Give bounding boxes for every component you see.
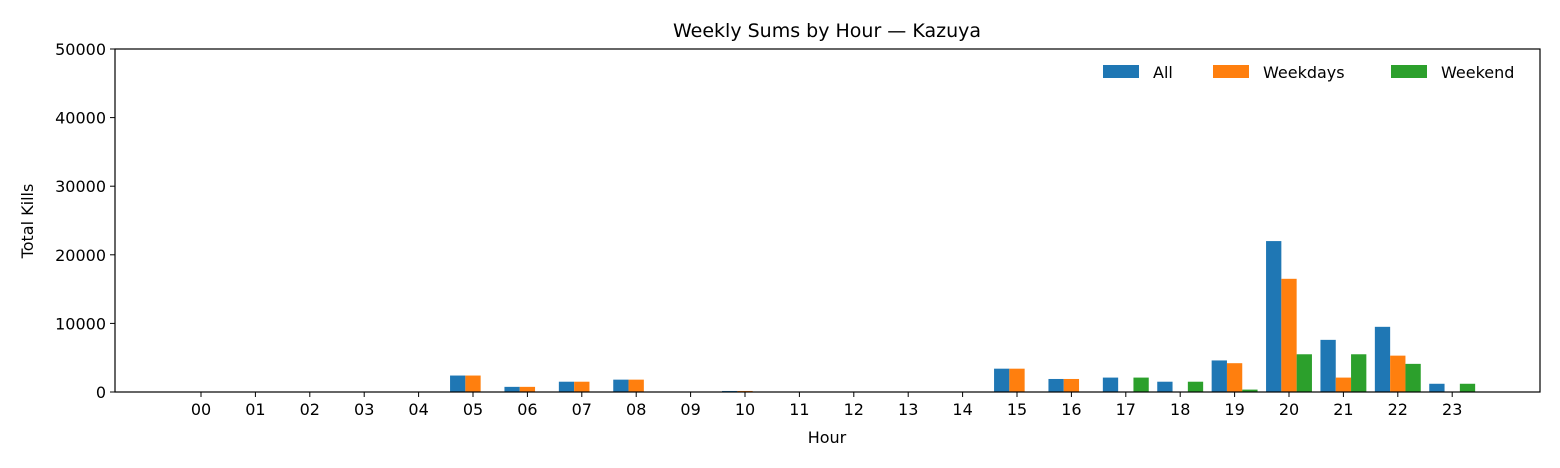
chart-title: Weekly Sums by Hour — Kazuya: [673, 20, 981, 42]
y-tick-label: 30000: [55, 177, 106, 196]
x-tick-label: 22: [1388, 400, 1408, 419]
bar-all-17: [1102, 377, 1119, 392]
bar-weekdays-08: [628, 379, 644, 392]
bar-weekend-20: [1296, 354, 1312, 392]
bars-group: [450, 241, 1476, 392]
bar-all-15: [994, 368, 1010, 392]
x-tick-label: 18: [1170, 400, 1190, 419]
bar-weekend-22: [1405, 363, 1421, 392]
x-tick-label: 13: [898, 400, 918, 419]
bar-all-07: [558, 381, 575, 392]
x-tick-label: 17: [1116, 400, 1136, 419]
plot-area-frame: [114, 48, 1541, 393]
bar-all-08: [613, 379, 629, 392]
bar-all-23: [1429, 383, 1445, 392]
x-tick-label: 01: [245, 400, 265, 419]
x-tick-label: 11: [789, 400, 809, 419]
y-tick-label: 0: [96, 383, 106, 402]
x-tick-label: 20: [1279, 400, 1299, 419]
y-tick-label: 50000: [55, 40, 106, 59]
y-axis-label: Total Kills: [18, 184, 37, 260]
legend-label-weekend: Weekend: [1441, 63, 1514, 82]
x-tick-label: 10: [735, 400, 755, 419]
bar-weekdays-20: [1281, 278, 1297, 392]
legend-label-all: All: [1153, 63, 1173, 82]
legend-swatch-weekdays: [1213, 65, 1249, 78]
bar-weekdays-21: [1335, 377, 1352, 392]
bar-weekend-18: [1187, 381, 1204, 392]
bar-all-20: [1266, 241, 1282, 392]
bar-all-16: [1048, 378, 1064, 392]
x-tick-label: 06: [517, 400, 537, 419]
bar-weekend-19: [1242, 389, 1258, 392]
bar-all-06: [504, 386, 520, 392]
legend-label-weekdays: Weekdays: [1263, 63, 1345, 82]
x-tick-label: 08: [626, 400, 646, 419]
bar-weekdays-15: [1009, 368, 1025, 392]
x-tick-label: 19: [1224, 400, 1244, 419]
x-tick-label: 15: [1007, 400, 1027, 419]
bar-all-18: [1157, 381, 1173, 392]
x-tick-label: 07: [572, 400, 592, 419]
x-tick-label: 14: [952, 400, 972, 419]
x-tick-label: 04: [408, 400, 428, 419]
y-tick-label: 10000: [55, 314, 106, 333]
legend-swatch-all: [1103, 65, 1139, 78]
legend: All Weekdays Weekend: [1103, 63, 1514, 82]
bar-weekend-23: [1459, 383, 1476, 392]
bar-weekdays-05: [465, 375, 481, 392]
bar-all-19: [1211, 360, 1227, 392]
bar-weekdays-19: [1226, 363, 1243, 392]
y-tick-label: 40000: [55, 109, 106, 128]
bar-weekend-21: [1351, 354, 1367, 392]
x-tick-label: 16: [1061, 400, 1081, 419]
bar-all-22: [1374, 326, 1391, 392]
x-tick-label: 09: [680, 400, 700, 419]
bar-weekdays-22: [1390, 355, 1406, 392]
x-tick-label: 00: [191, 400, 211, 419]
bar-weekdays-16: [1063, 378, 1080, 392]
x-tick-label: 21: [1333, 400, 1353, 419]
bar-weekdays-06: [519, 386, 536, 392]
x-tick-label: 05: [463, 400, 483, 419]
x-axis: 00 01 02 03 04 05 06 07 08 09 10 11 12 13 14 15 16 17 18 19…: [191, 392, 1462, 419]
bar-weekend-17: [1133, 377, 1149, 392]
bar-all-05: [450, 375, 466, 392]
bar-all-21: [1320, 339, 1336, 392]
y-tick-label: 20000: [55, 246, 106, 265]
bar-weekdays-07: [574, 381, 590, 392]
legend-swatch-weekend: [1391, 65, 1427, 78]
x-tick-label: 23: [1442, 400, 1462, 419]
x-axis-label: Hour: [808, 428, 847, 447]
y-axis: 0 10000 20000 30000 40000 50000: [55, 40, 115, 402]
x-tick-label: 12: [844, 400, 864, 419]
x-tick-label: 02: [300, 400, 320, 419]
x-tick-label: 03: [354, 400, 374, 419]
